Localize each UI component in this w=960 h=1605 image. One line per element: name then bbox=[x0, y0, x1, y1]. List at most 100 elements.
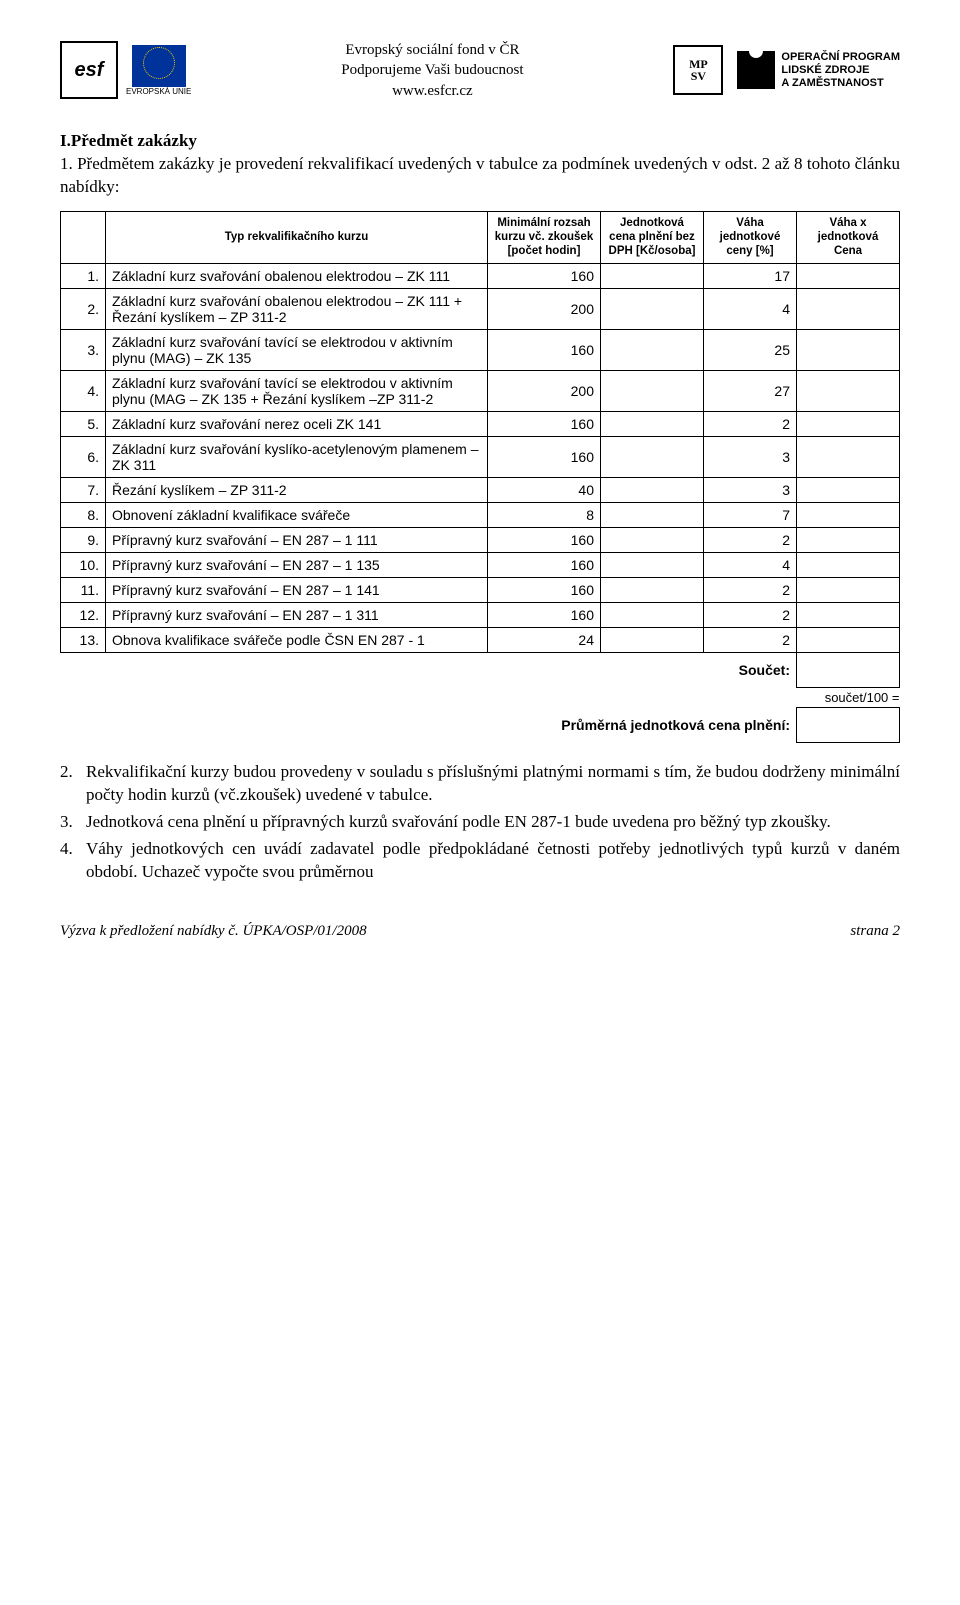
row-price bbox=[601, 411, 704, 436]
row-hours: 160 bbox=[488, 527, 601, 552]
row-name: Základní kurz svařování tavící se elektr… bbox=[106, 370, 488, 411]
row-price bbox=[601, 288, 704, 329]
header-right-logos: MP SV OPERAČNÍ PROGRAM LIDSKÉ ZDROJE A Z… bbox=[673, 45, 900, 95]
op-logo: OPERAČNÍ PROGRAM LIDSKÉ ZDROJE A ZAMĚSTN… bbox=[737, 51, 900, 91]
empty bbox=[60, 687, 797, 707]
row-num: 7. bbox=[61, 477, 106, 502]
row-name: Řezání kyslíkem – ZP 311-2 bbox=[106, 477, 488, 502]
row-weight: 25 bbox=[704, 329, 797, 370]
table-row: 9.Přípravný kurz svařování – EN 287 – 1 … bbox=[61, 527, 900, 552]
row-num: 9. bbox=[61, 527, 106, 552]
table-header-row: Typ rekvalifikačního kurzu Minimální roz… bbox=[61, 211, 900, 263]
summary-table: Součet: součet/100 = Průměrná jednotková… bbox=[60, 652, 900, 743]
row-price bbox=[601, 436, 704, 477]
op-text: OPERAČNÍ PROGRAM LIDSKÉ ZDROJE A ZAMĚSTN… bbox=[781, 51, 900, 91]
table-row: 6.Základní kurz svařování kyslíko-acetyl… bbox=[61, 436, 900, 477]
eu-flag: EVROPSKÁ UNIE bbox=[126, 45, 191, 96]
row-name: Přípravný kurz svařování – EN 287 – 1 13… bbox=[106, 552, 488, 577]
row-name: Obnovení základní kvalifikace svářeče bbox=[106, 502, 488, 527]
table-row: 4.Základní kurz svařování tavící se elek… bbox=[61, 370, 900, 411]
row-hours: 40 bbox=[488, 477, 601, 502]
row-hours: 24 bbox=[488, 627, 601, 652]
row-name: Základní kurz svařování obalenou elektro… bbox=[106, 288, 488, 329]
row-name: Základní kurz svařování kyslíko-acetylen… bbox=[106, 436, 488, 477]
avg-label: Průměrná jednotková cena plnění: bbox=[60, 707, 797, 742]
table-row: 11.Přípravný kurz svařování – EN 287 – 1… bbox=[61, 577, 900, 602]
row-wxcena bbox=[797, 288, 900, 329]
row-weight: 3 bbox=[704, 477, 797, 502]
avg-row: Průměrná jednotková cena plnění: bbox=[60, 707, 900, 742]
row-hours: 160 bbox=[488, 263, 601, 288]
footer-item: 3.Jednotková cena plnění u přípravných k… bbox=[60, 811, 900, 834]
row-weight: 4 bbox=[704, 288, 797, 329]
th-weight: Váha jednotkové ceny [%] bbox=[704, 211, 797, 263]
item-text: Rekvalifikační kurzy budou provedeny v s… bbox=[86, 761, 900, 807]
item-text: Váhy jednotkových cen uvádí zadavatel po… bbox=[86, 838, 900, 884]
sum-note-row: součet/100 = bbox=[60, 687, 900, 707]
row-wxcena bbox=[797, 602, 900, 627]
row-weight: 27 bbox=[704, 370, 797, 411]
row-wxcena bbox=[797, 502, 900, 527]
row-weight: 2 bbox=[704, 627, 797, 652]
table-row: 12.Přípravný kurz svařování – EN 287 – 1… bbox=[61, 602, 900, 627]
row-wxcena bbox=[797, 627, 900, 652]
table-row: 1.Základní kurz svařování obalenou elekt… bbox=[61, 263, 900, 288]
footer-left: Výzva k předložení nabídky č. ÚPKA/OSP/0… bbox=[60, 923, 367, 940]
table-row: 3.Základní kurz svařování tavící se elek… bbox=[61, 329, 900, 370]
row-price bbox=[601, 502, 704, 527]
row-price bbox=[601, 329, 704, 370]
row-hours: 160 bbox=[488, 602, 601, 627]
th-price: Jednotková cena plnění bez DPH [Kč/osoba… bbox=[601, 211, 704, 263]
row-weight: 2 bbox=[704, 602, 797, 627]
row-price bbox=[601, 370, 704, 411]
header: esf EVROPSKÁ UNIE Evropský sociální fond… bbox=[60, 40, 900, 101]
row-hours: 200 bbox=[488, 370, 601, 411]
eu-flag-icon bbox=[132, 45, 186, 87]
row-weight: 4 bbox=[704, 552, 797, 577]
row-weight: 2 bbox=[704, 577, 797, 602]
row-num: 3. bbox=[61, 329, 106, 370]
sum-label: Součet: bbox=[60, 652, 797, 687]
row-wxcena bbox=[797, 436, 900, 477]
row-weight: 2 bbox=[704, 411, 797, 436]
table-row: 5.Základní kurz svařování nerez oceli ZK… bbox=[61, 411, 900, 436]
row-name: Přípravný kurz svařování – EN 287 – 1 11… bbox=[106, 527, 488, 552]
row-hours: 160 bbox=[488, 577, 601, 602]
row-wxcena bbox=[797, 411, 900, 436]
item-text: Jednotková cena plnění u přípravných kur… bbox=[86, 811, 900, 834]
page-footer: Výzva k předložení nabídky č. ÚPKA/OSP/0… bbox=[60, 923, 900, 940]
sum-row: Součet: bbox=[60, 652, 900, 687]
row-name: Přípravný kurz svařování – EN 287 – 1 14… bbox=[106, 577, 488, 602]
row-weight: 7 bbox=[704, 502, 797, 527]
table-row: 13.Obnova kvalifikace svářeče podle ČSN … bbox=[61, 627, 900, 652]
row-weight: 2 bbox=[704, 527, 797, 552]
mpsv-logo: MP SV bbox=[673, 45, 723, 95]
row-num: 8. bbox=[61, 502, 106, 527]
row-price bbox=[601, 263, 704, 288]
row-price bbox=[601, 577, 704, 602]
row-num: 13. bbox=[61, 627, 106, 652]
page: esf EVROPSKÁ UNIE Evropský sociální fond… bbox=[0, 0, 960, 970]
row-price bbox=[601, 602, 704, 627]
header-left-logos: esf EVROPSKÁ UNIE bbox=[60, 41, 191, 99]
footer-item: 4.Váhy jednotkových cen uvádí zadavatel … bbox=[60, 838, 900, 884]
header-line-3: www.esfcr.cz bbox=[341, 81, 523, 101]
row-hours: 160 bbox=[488, 436, 601, 477]
row-price bbox=[601, 552, 704, 577]
header-center: Evropský sociální fond v ČR Podporujeme … bbox=[341, 40, 523, 101]
row-num: 4. bbox=[61, 370, 106, 411]
row-weight: 3 bbox=[704, 436, 797, 477]
row-wxcena bbox=[797, 552, 900, 577]
row-price bbox=[601, 527, 704, 552]
footer-right: strana 2 bbox=[850, 923, 900, 940]
row-price bbox=[601, 627, 704, 652]
row-wxcena bbox=[797, 263, 900, 288]
row-num: 1. bbox=[61, 263, 106, 288]
th-type: Typ rekvalifikačního kurzu bbox=[106, 211, 488, 263]
courses-table: Typ rekvalifikačního kurzu Minimální roz… bbox=[60, 211, 900, 653]
row-wxcena bbox=[797, 577, 900, 602]
row-wxcena bbox=[797, 329, 900, 370]
row-hours: 160 bbox=[488, 411, 601, 436]
th-wxcena: Váha x jednotková Cena bbox=[797, 211, 900, 263]
row-hours: 160 bbox=[488, 552, 601, 577]
